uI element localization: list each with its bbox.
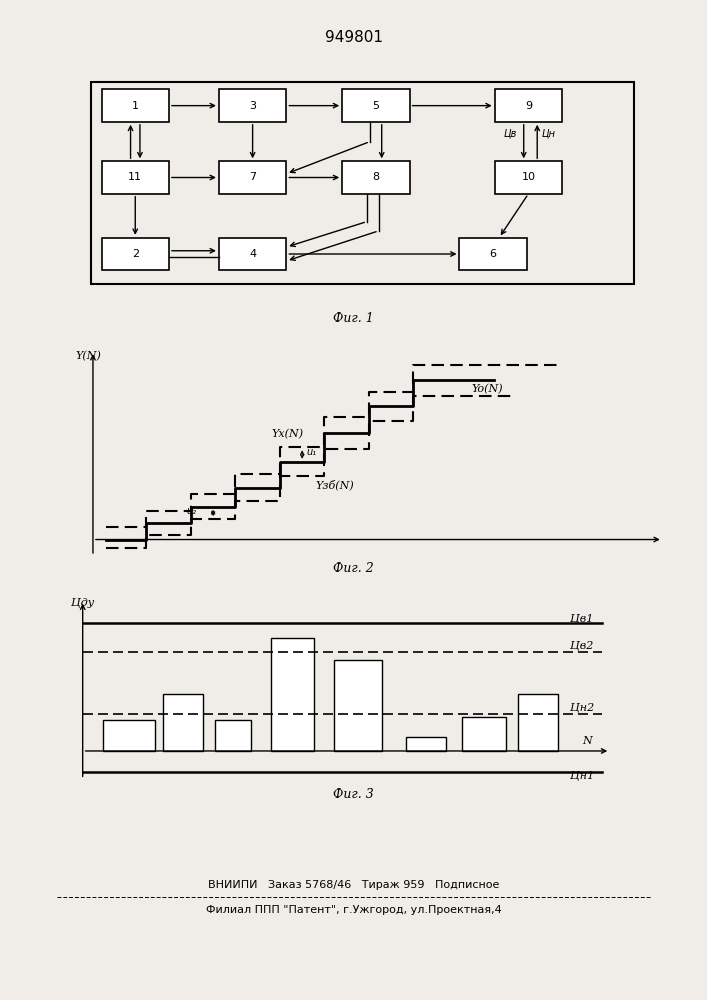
Text: Фиг. 2: Фиг. 2 bbox=[333, 562, 374, 574]
Bar bbox=[219, 89, 286, 122]
Bar bbox=[518, 694, 559, 751]
Text: Филиал ППП "Патент", г.Ужгород, ул.Проектная,4: Филиал ППП "Патент", г.Ужгород, ул.Проек… bbox=[206, 905, 501, 915]
Text: 4: 4 bbox=[249, 249, 256, 259]
Bar bbox=[495, 161, 562, 194]
Bar bbox=[342, 161, 409, 194]
Text: Y(N): Y(N) bbox=[75, 351, 101, 361]
Text: Фиг. 1: Фиг. 1 bbox=[333, 312, 374, 324]
Bar bbox=[219, 161, 286, 194]
Bar bbox=[495, 89, 562, 122]
Text: Цн1: Цн1 bbox=[571, 771, 595, 781]
Text: Цду: Цду bbox=[71, 598, 94, 608]
Bar bbox=[103, 720, 155, 751]
Text: Yx(N): Yx(N) bbox=[271, 429, 303, 439]
Text: 3: 3 bbox=[249, 101, 256, 111]
Text: Цв1: Цв1 bbox=[571, 614, 594, 624]
Bar bbox=[334, 660, 382, 751]
Bar bbox=[460, 238, 527, 270]
Bar bbox=[163, 694, 203, 751]
Text: Цн2: Цн2 bbox=[571, 703, 595, 713]
Bar bbox=[102, 89, 169, 122]
Text: 10: 10 bbox=[521, 172, 535, 182]
Text: ВНИИПИ   Заказ 5768/46   Тираж 959   Подписное: ВНИИПИ Заказ 5768/46 Тираж 959 Подписное bbox=[208, 880, 499, 890]
Text: Цн: Цн bbox=[542, 128, 555, 138]
Bar bbox=[271, 638, 315, 751]
Text: 9: 9 bbox=[525, 101, 532, 111]
Bar bbox=[91, 82, 634, 284]
Text: Yo(N): Yo(N) bbox=[472, 384, 503, 394]
Text: u₁: u₁ bbox=[307, 447, 317, 457]
Bar bbox=[407, 737, 446, 751]
Text: 1: 1 bbox=[132, 101, 139, 111]
Text: u₂: u₂ bbox=[187, 506, 197, 516]
Bar bbox=[462, 717, 506, 751]
Bar bbox=[102, 161, 169, 194]
Text: N: N bbox=[582, 736, 592, 746]
Text: Yзб(N): Yзб(N) bbox=[315, 480, 354, 490]
Text: 8: 8 bbox=[373, 172, 380, 182]
Bar bbox=[214, 720, 250, 751]
Text: 2: 2 bbox=[132, 249, 139, 259]
Bar bbox=[219, 238, 286, 270]
Text: 5: 5 bbox=[373, 101, 380, 111]
Text: Цв2: Цв2 bbox=[571, 641, 594, 651]
Text: 949801: 949801 bbox=[325, 30, 382, 45]
Bar bbox=[342, 89, 409, 122]
Bar bbox=[102, 238, 169, 270]
Text: Цв: Цв bbox=[504, 128, 517, 138]
Text: 11: 11 bbox=[128, 172, 142, 182]
Text: 7: 7 bbox=[249, 172, 256, 182]
Text: 6: 6 bbox=[490, 249, 497, 259]
Text: Фиг. 3: Фиг. 3 bbox=[333, 788, 374, 802]
